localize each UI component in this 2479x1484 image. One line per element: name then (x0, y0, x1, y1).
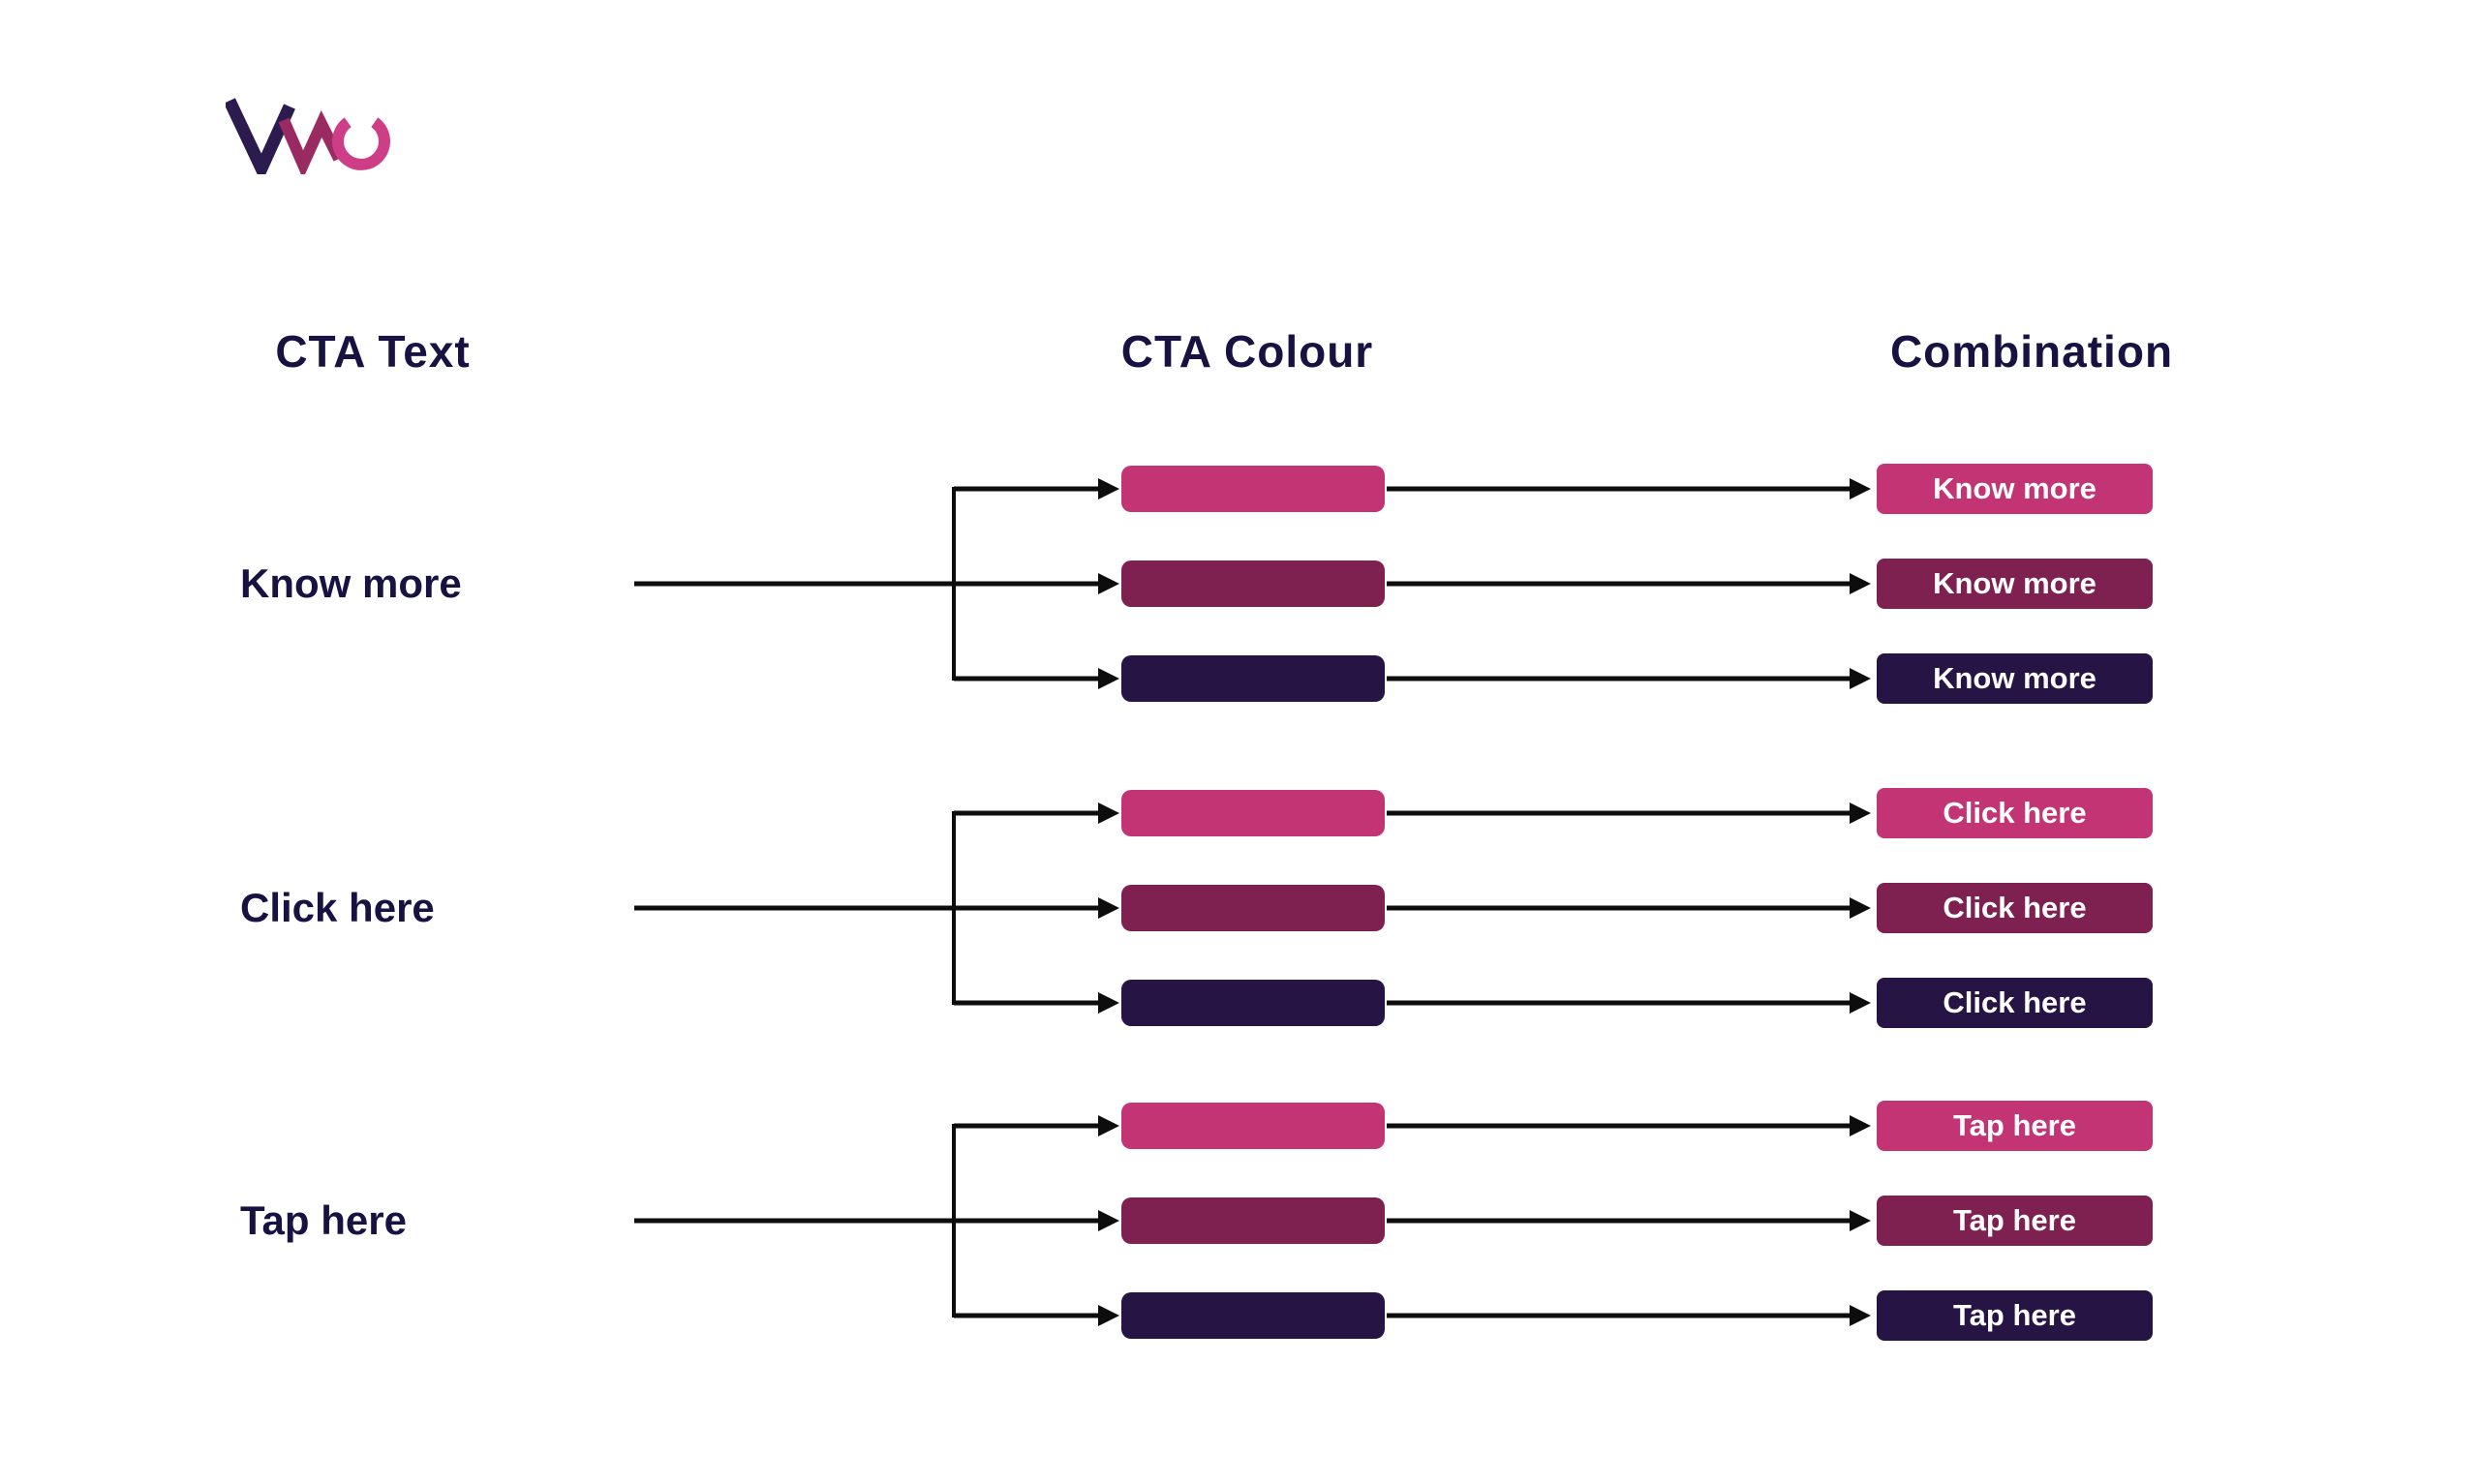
combination-button-know-more-plum[interactable]: Know more (1877, 559, 2153, 609)
vwo-logo (226, 98, 390, 174)
combination-button-tap-here-pink[interactable]: Tap here (1877, 1101, 2153, 1151)
cta-colour-swatch-dark-purple[interactable] (1121, 980, 1385, 1026)
cta-colour-swatch-dark-purple[interactable] (1121, 655, 1385, 702)
logo-w-glyph (278, 110, 345, 174)
cta-colour-swatch-pink[interactable] (1121, 1103, 1385, 1149)
combination-button-tap-here-dark-purple[interactable]: Tap here (1877, 1290, 2153, 1341)
column-header-combination: Combination (1889, 326, 2174, 377)
combination-button-know-more-pink[interactable]: Know more (1877, 464, 2153, 514)
cta-colour-swatch-pink[interactable] (1121, 790, 1385, 836)
logo-v-glyph (226, 98, 295, 174)
column-header-cta-colour: CTA Colour (1120, 326, 1374, 377)
cta-colour-swatch-pink[interactable] (1121, 466, 1385, 512)
cta-text-label: Click here (240, 885, 435, 930)
combination-button-click-here-plum[interactable]: Click here (1877, 883, 2153, 933)
combination-button-know-more-dark-purple[interactable]: Know more (1877, 653, 2153, 704)
combination-button-click-here-pink[interactable]: Click here (1877, 788, 2153, 838)
cta-colour-swatch-plum[interactable] (1121, 885, 1385, 931)
column-header-cta-text: CTA Text (275, 326, 471, 377)
combination-button-tap-here-plum[interactable]: Tap here (1877, 1196, 2153, 1246)
cta-colour-swatch-plum[interactable] (1121, 560, 1385, 607)
cta-text-label: Tap here (240, 1197, 407, 1243)
cta-colour-swatch-plum[interactable] (1121, 1197, 1385, 1244)
logo-o-glyph (332, 117, 390, 170)
cta-text-label: Know more (240, 560, 462, 606)
combination-button-click-here-dark-purple[interactable]: Click here (1877, 978, 2153, 1028)
cta-colour-swatch-dark-purple[interactable] (1121, 1292, 1385, 1339)
